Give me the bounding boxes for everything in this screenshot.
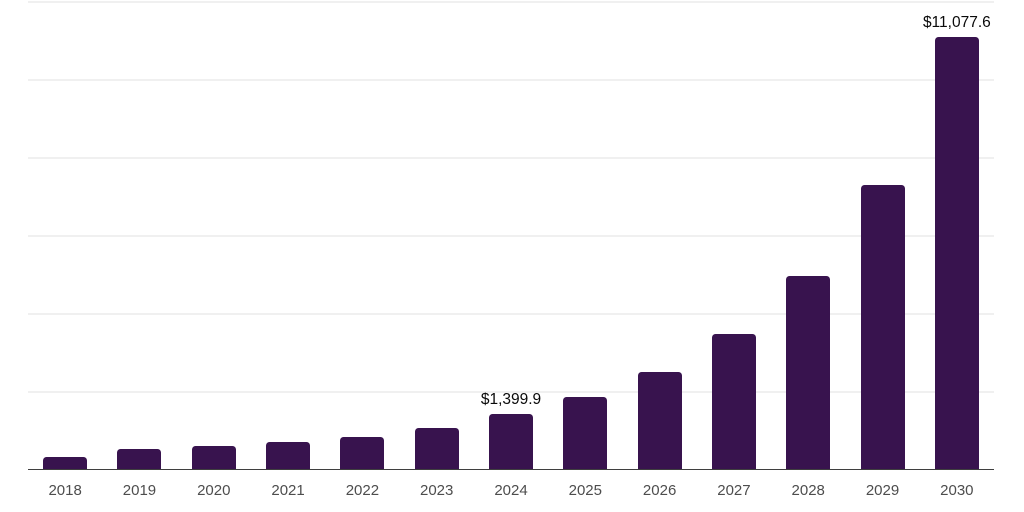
x-tick-label-2028: 2028	[791, 482, 825, 499]
bar-2025	[563, 397, 608, 469]
x-tick-label-2018: 2018	[48, 482, 82, 499]
bar-2030	[934, 36, 979, 469]
data-label-2030: $11,077.6	[922, 13, 991, 31]
x-tick-label-2021: 2021	[271, 482, 305, 499]
x-tick-label-2025: 2025	[568, 482, 602, 499]
bar-2019	[117, 449, 162, 469]
bar-2024	[489, 414, 533, 469]
x-tick-label-2026: 2026	[642, 482, 677, 499]
x-tick-label-2020: 2020	[197, 482, 231, 499]
gridline	[28, 157, 994, 159]
data-label-2024: $1,399.9	[480, 391, 542, 409]
x-tick-label-2023: 2023	[420, 482, 454, 499]
bar-2020	[191, 445, 236, 469]
gridline	[28, 391, 994, 393]
x-tick-label-2024: 2024	[494, 482, 528, 499]
gridline	[28, 235, 994, 237]
bar-2028	[786, 276, 831, 469]
bar-2023	[414, 428, 459, 469]
bar-2029	[860, 184, 905, 469]
bar-2021	[266, 442, 311, 469]
bar-2022	[340, 437, 385, 469]
x-tick-label-2019: 2019	[122, 482, 157, 499]
x-axis-line	[28, 468, 994, 470]
gridline	[28, 1, 994, 3]
gridline	[28, 313, 994, 315]
gridline	[28, 79, 994, 81]
bar-2027	[711, 334, 756, 469]
x-tick-label-2022: 2022	[345, 482, 380, 499]
bar-2018	[43, 456, 88, 469]
x-tick-label-2029: 2029	[865, 482, 900, 499]
x-tick-label-2027: 2027	[717, 482, 751, 499]
bar-2026	[637, 372, 682, 469]
x-tick-label-2030: 2030	[940, 482, 974, 499]
